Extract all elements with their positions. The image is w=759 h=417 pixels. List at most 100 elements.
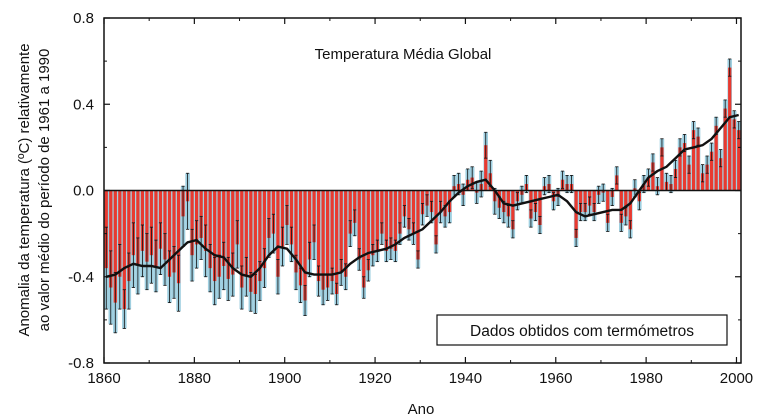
anomaly-bar (172, 190, 176, 273)
anomaly-bar (213, 190, 217, 282)
anomaly-bar (149, 190, 154, 256)
anomaly-bar (249, 190, 253, 292)
anomaly-bar (529, 190, 533, 219)
anomaly-bar (326, 190, 330, 288)
anomaly-bar (140, 190, 145, 251)
anomaly-bar (136, 190, 140, 266)
anomaly-bar (416, 190, 420, 260)
y-tick-label: 0.4 (73, 96, 94, 113)
y-axis-label-line-1: Anomalia da temperatura (ºC) relativamen… (16, 43, 33, 336)
anomaly-bar (262, 190, 267, 269)
anomaly-bar (402, 190, 407, 217)
y-tick-label: 0.0 (73, 183, 94, 200)
anomaly-bar (407, 190, 411, 230)
anomaly-bar (271, 190, 276, 234)
anomaly-bar (687, 164, 691, 191)
anomaly-bar (619, 190, 623, 223)
anomaly-bar (240, 190, 244, 288)
anomaly-bar (728, 67, 732, 191)
y-tick-label: 0.8 (73, 10, 94, 27)
anomaly-bar (199, 190, 203, 238)
axis-ticks (103, 17, 741, 364)
anomaly-bar (335, 190, 339, 294)
anomaly-bar (222, 190, 226, 266)
anomaly-bar (380, 190, 384, 234)
anomaly-bar (411, 190, 416, 234)
anomaly-bar (235, 190, 239, 245)
anomaly-bar (398, 190, 402, 234)
anomaly-bar (145, 190, 149, 262)
anomaly-bar (393, 190, 398, 251)
anomaly-bar (303, 190, 307, 301)
anomaly-bar (231, 190, 235, 275)
anomaly-bar (732, 119, 736, 191)
anomaly-bar (204, 190, 208, 251)
anomaly-bar (176, 190, 181, 284)
x-tick-label: 1960 (539, 370, 572, 387)
y-tick-label: -0.4 (68, 269, 94, 286)
anomaly-bar (353, 190, 357, 223)
anomaly-bar (682, 143, 687, 191)
anomaly-bar (723, 108, 727, 191)
anomaly-bar (208, 190, 212, 269)
anomaly-bar (194, 190, 199, 245)
x-tick-label: 1860 (87, 370, 120, 387)
anomaly-bar (357, 190, 361, 260)
y-axis-label: Anomalia da temperatura (ºC) relativamen… (16, 43, 53, 336)
anomaly-bar (710, 151, 714, 191)
anomaly-bar (289, 190, 294, 245)
anomaly-bar (109, 190, 113, 288)
anomaly-bar (113, 190, 117, 303)
anomaly-bar (651, 162, 655, 191)
anomaly-bar (389, 190, 393, 249)
annotation-box: Dados obtidos com termómetros (436, 314, 728, 346)
y-axis-label-line-2: ao valor médio do período de 1961 a 1990 (36, 49, 53, 332)
anomaly-bar (705, 164, 709, 191)
anomaly-bar (330, 190, 334, 282)
chart-title: Temperatura Média Global (315, 46, 492, 63)
axis-tick-labels: 1860 1880 1900 1920 1940 1960 1980 2000 0.8 0.4 0.… (68, 10, 753, 387)
anomaly-bar (154, 190, 158, 266)
anomaly-bar (276, 190, 280, 277)
anomaly-bar (678, 147, 682, 191)
anomaly-bar (574, 190, 578, 238)
anomaly-bar (696, 136, 700, 191)
anomaly-bar (307, 190, 312, 260)
anomaly-bar (244, 190, 248, 277)
anomaly-bar (163, 190, 167, 260)
x-tick-label: 1980 (629, 370, 662, 387)
anomaly-bar (719, 158, 723, 191)
anomaly-bar (267, 190, 271, 238)
anomaly-bar (294, 190, 298, 273)
anomaly-bar (167, 190, 172, 277)
anomaly-bar (583, 190, 587, 213)
anomaly-bar (158, 190, 163, 249)
anomaly-bar (226, 190, 230, 279)
x-tick-label: 1880 (178, 370, 211, 387)
anomaly-bar (348, 190, 352, 234)
anomaly-bar (384, 190, 388, 251)
anomaly-bar (578, 190, 583, 213)
x-tick-label: 1900 (268, 370, 301, 387)
anomaly-bar (321, 190, 325, 290)
anomaly-bar (190, 190, 194, 256)
anomaly-bar (316, 190, 321, 282)
annotation-frame (436, 314, 728, 346)
anomaly-bar (371, 190, 375, 256)
anomaly-bar (511, 190, 515, 230)
anomaly-bar (217, 190, 221, 277)
anomaly-bar (122, 190, 126, 310)
anomaly-bar (253, 190, 257, 294)
anomaly-bar (312, 190, 316, 243)
anomaly-bar (375, 190, 379, 251)
y-tick-label: -0.8 (68, 355, 94, 372)
anomaly-bar (538, 190, 542, 225)
anomaly-bar (673, 168, 678, 191)
smoothed-trend-line (106, 113, 739, 279)
x-axis-label: Ano (408, 401, 435, 417)
anomaly-bars (104, 67, 741, 310)
x-tick-label: 1940 (449, 370, 482, 387)
x-tick-label: 1920 (358, 370, 391, 387)
annotation-text: Dados obtidos com termómetros (470, 323, 694, 340)
